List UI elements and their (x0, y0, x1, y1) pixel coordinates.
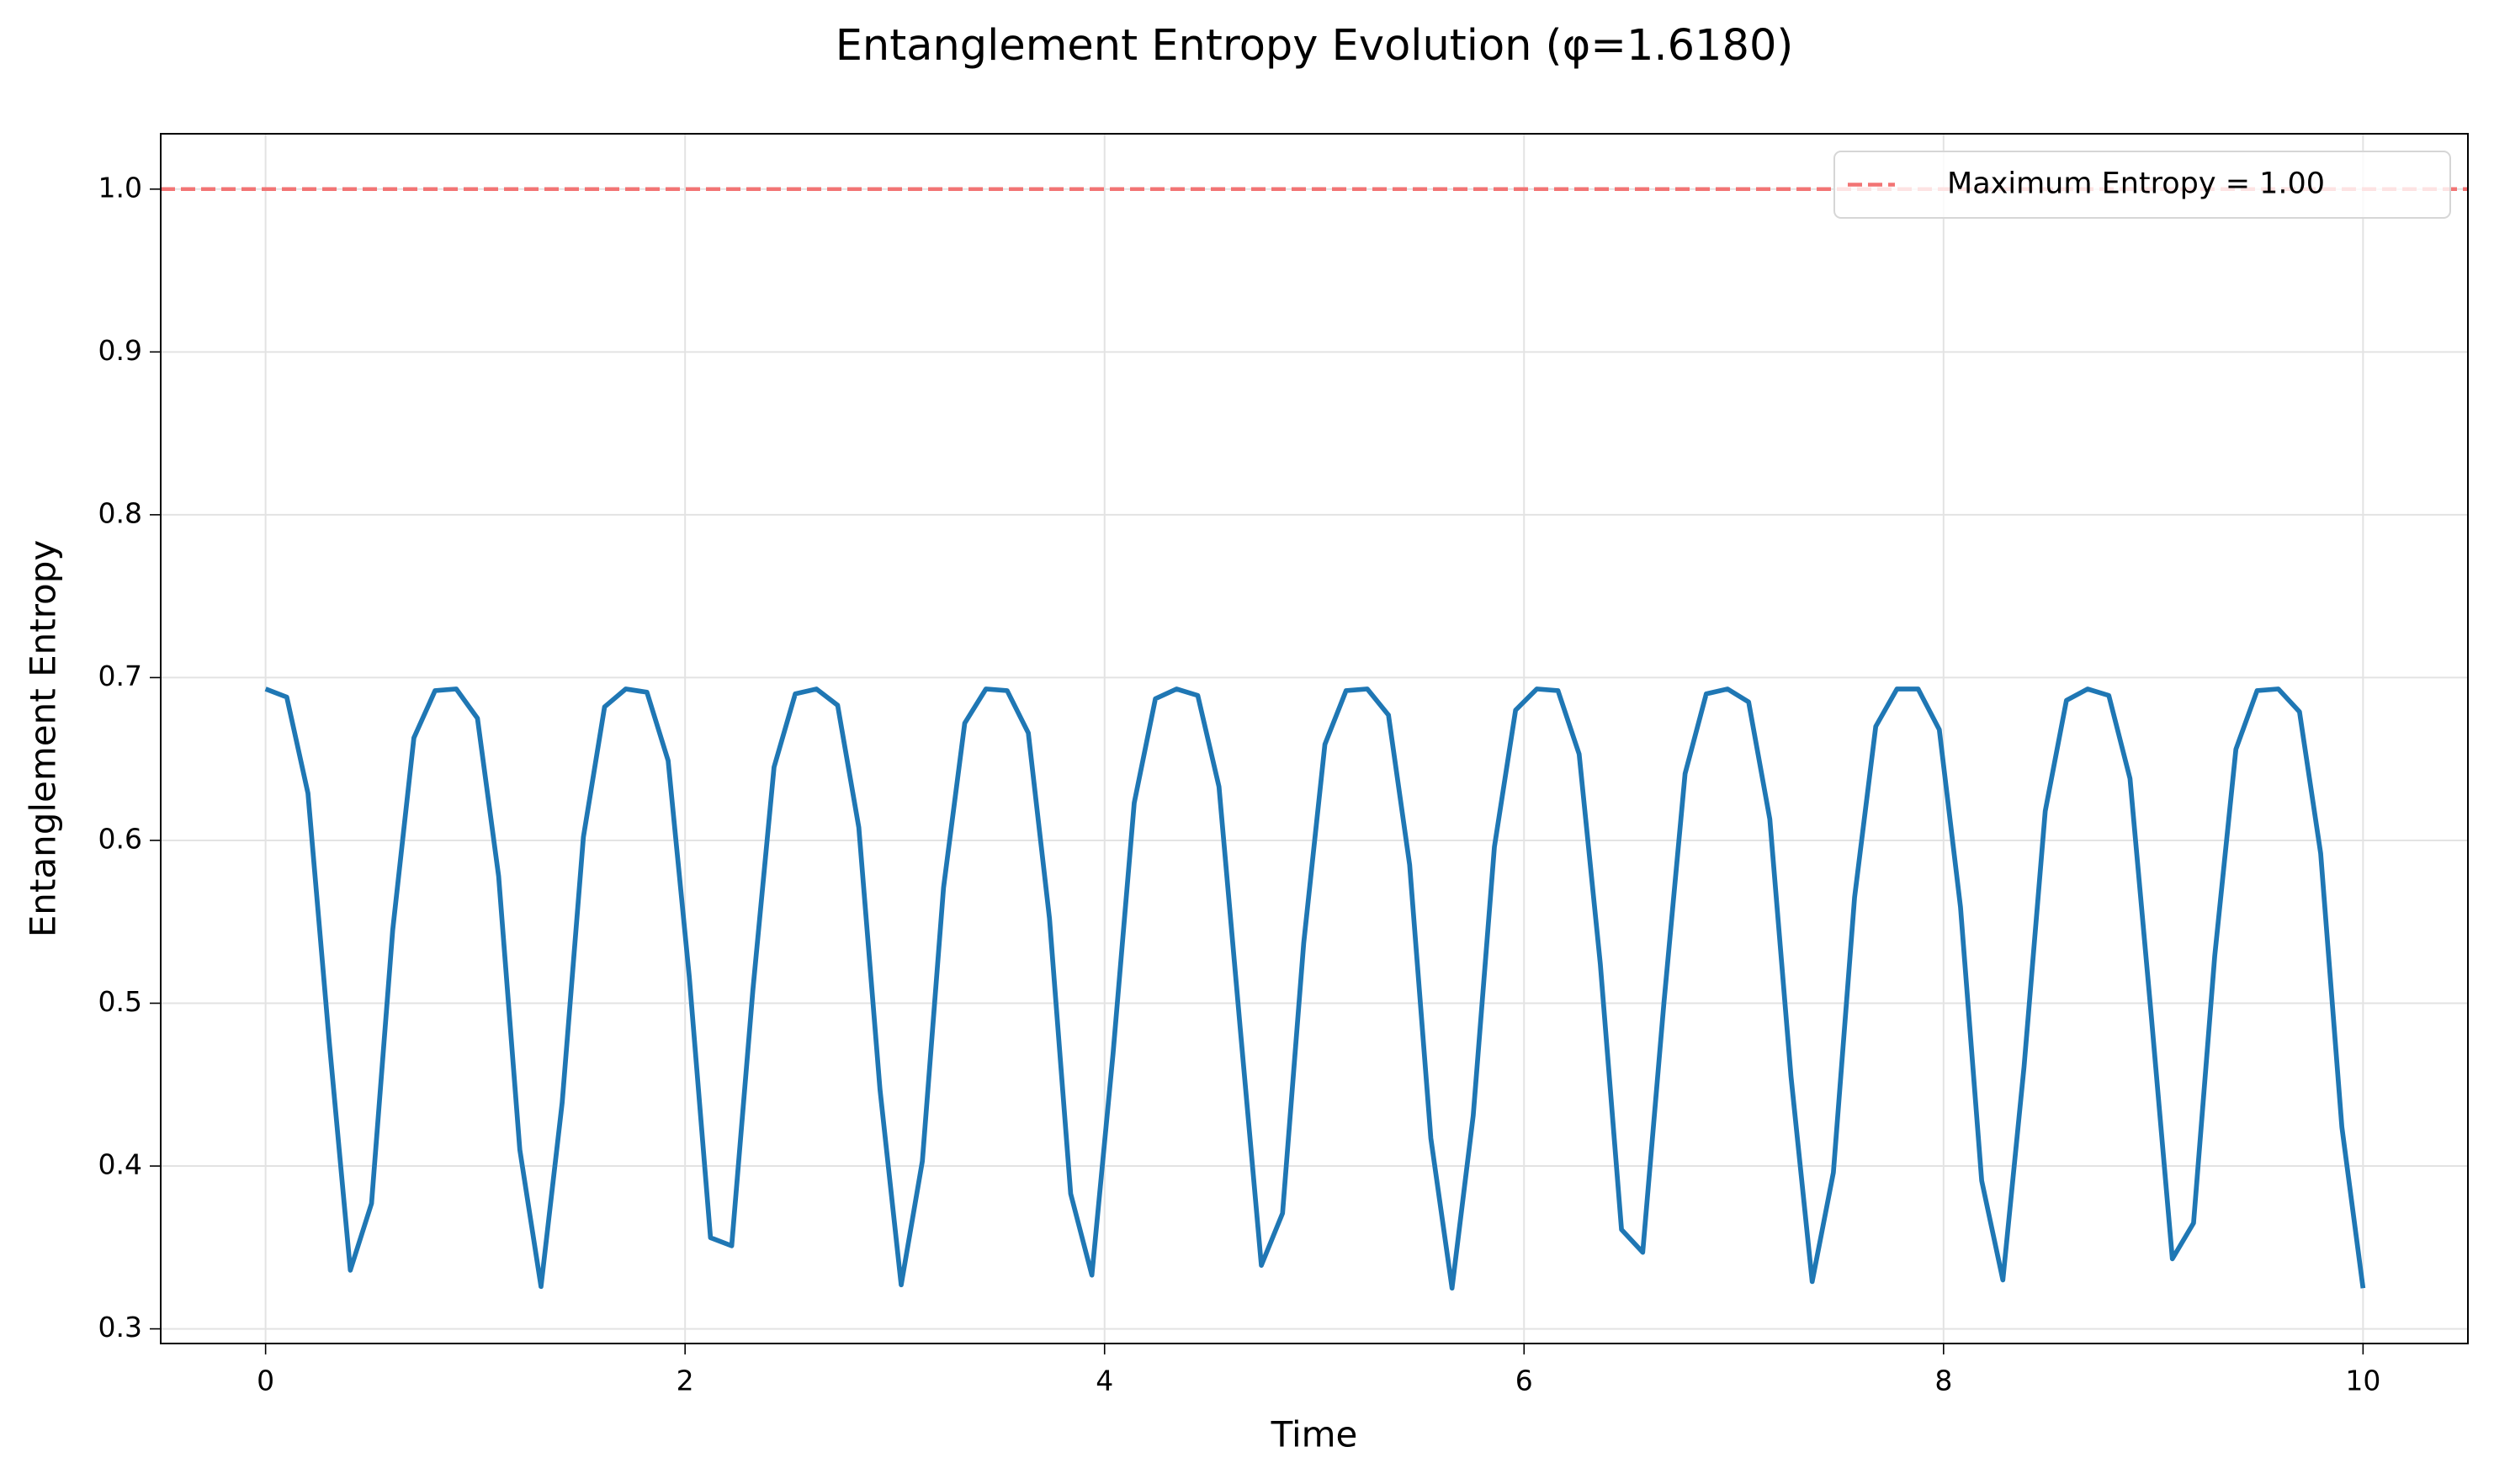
y-tick-label: 0.8 (98, 496, 142, 529)
x-tick-label: 4 (1096, 1365, 1113, 1397)
x-tick-label: 0 (257, 1365, 274, 1397)
x-tick-label: 2 (677, 1365, 694, 1397)
y-tick-label: 0.3 (98, 1311, 142, 1344)
y-tick-label: 0.4 (98, 1148, 142, 1181)
x-tick-label: 10 (2345, 1365, 2380, 1397)
axes-frame (160, 133, 2469, 1344)
x-tick-label: 6 (1515, 1365, 1533, 1397)
y-tick-label: 0.6 (98, 822, 142, 855)
y-tick-label: 0.9 (98, 334, 142, 367)
legend-box (1833, 151, 2451, 219)
data-line (264, 686, 2366, 1291)
x-tick-label: 8 (1934, 1365, 1952, 1397)
y-tick-label: 0.7 (98, 660, 142, 692)
chart-title: Entanglement Entropy Evolution (φ=1.6180… (836, 21, 1794, 71)
y-tick-label: 1.0 (98, 171, 142, 204)
legend-label: Maximum Entropy = 1.00 (1947, 167, 2325, 201)
y-tick-label: 0.5 (98, 985, 142, 1018)
x-axis-label: Time (1271, 1414, 1358, 1455)
y-axis-label: Entanglement Entropy (23, 540, 64, 938)
